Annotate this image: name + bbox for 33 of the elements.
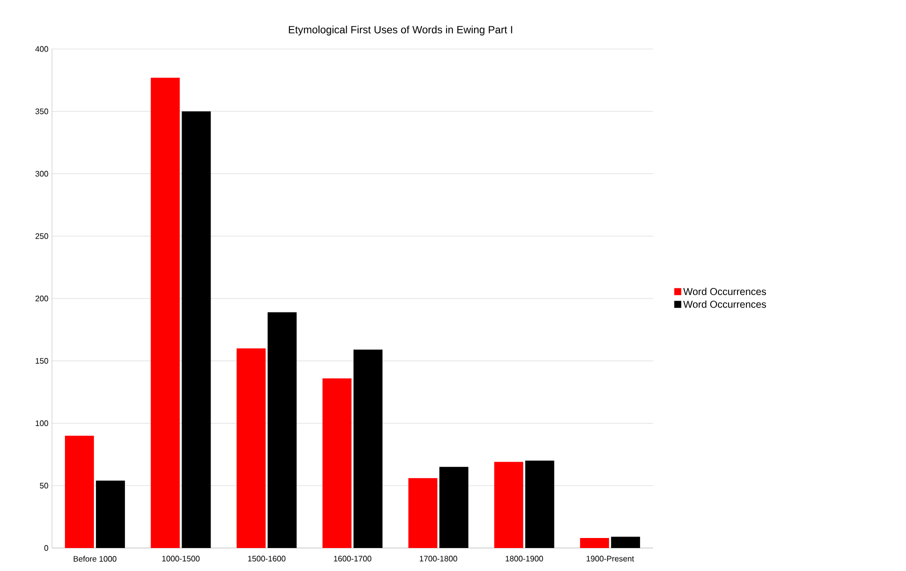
bar	[408, 478, 438, 548]
x-tick-label: 1700-1800	[420, 556, 458, 562]
bar	[525, 460, 554, 548]
bar	[64, 436, 94, 548]
y-tick-label: 400	[35, 46, 48, 52]
bar	[96, 480, 125, 548]
bar	[150, 78, 180, 548]
chart-title: Etymological First Uses of Words in Ewing Part I	[288, 26, 512, 36]
bar	[182, 111, 211, 548]
legend-label: Word Occurrences	[683, 300, 766, 308]
bar	[580, 538, 610, 548]
x-tick-label: 1000-1500	[162, 556, 200, 562]
legend-label: Word Occurrences	[683, 288, 766, 296]
x-tick-label: Before 1000	[74, 556, 116, 562]
y-tick-label: 100	[36, 420, 48, 426]
y-tick-label: 200	[36, 296, 48, 302]
x-tick-label: 1500-1600	[248, 556, 286, 562]
y-tick-label: 250	[36, 233, 48, 239]
bar	[268, 312, 297, 548]
x-tick-label: 1800-1900	[506, 556, 544, 562]
x-tick-label: 1900-Present	[586, 556, 634, 562]
bar	[439, 466, 468, 548]
bar	[236, 348, 266, 548]
bar	[354, 350, 382, 548]
y-tick-label: 50	[40, 482, 48, 488]
x-tick-label: 1600-1700	[334, 556, 372, 562]
y-tick-label: 300	[35, 170, 48, 177]
y-tick-label: 350	[35, 108, 48, 114]
bar	[322, 378, 352, 548]
bar	[611, 536, 640, 548]
y-tick-label: 0	[44, 545, 48, 551]
bar	[494, 462, 524, 548]
y-tick-label: 150	[36, 358, 48, 364]
